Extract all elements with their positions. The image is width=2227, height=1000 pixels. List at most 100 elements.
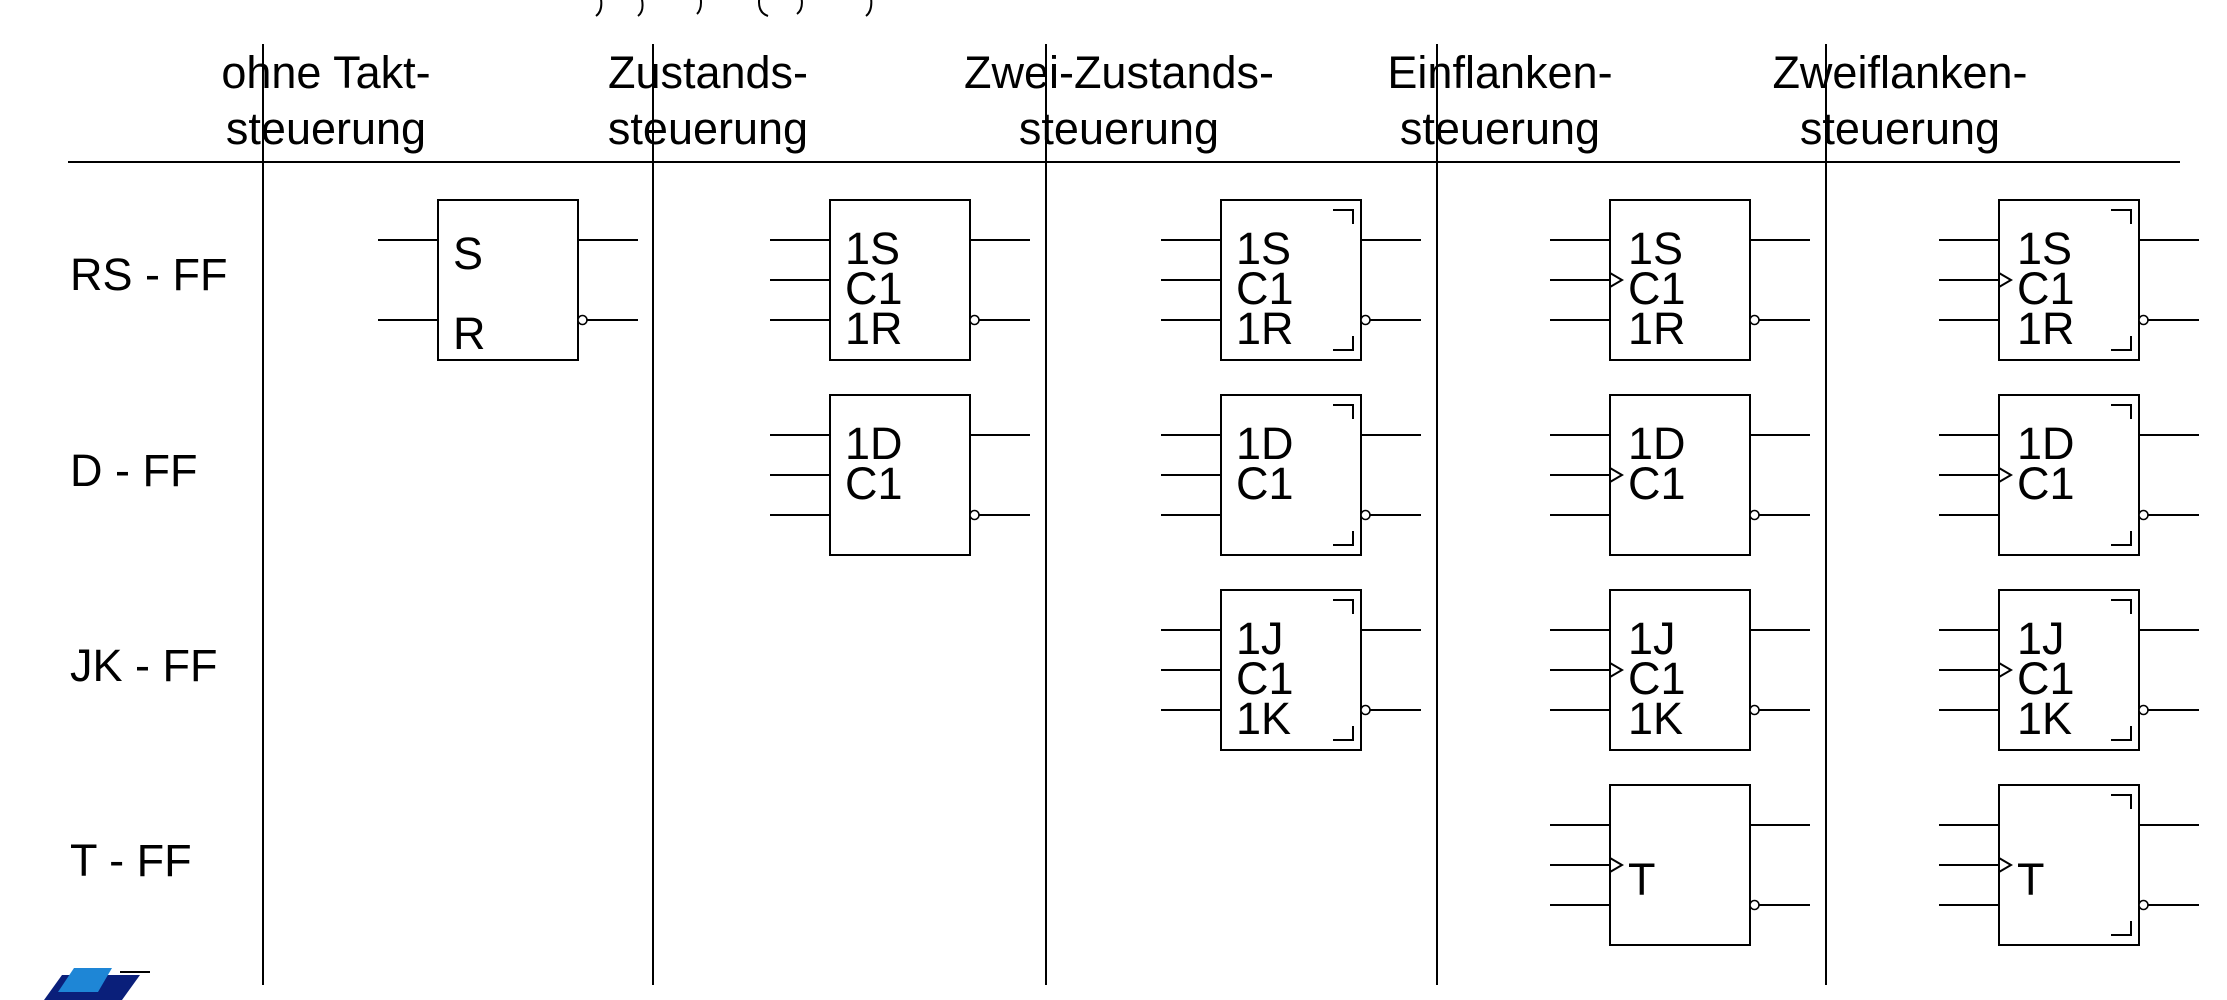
row-labels: RS - FF D - FF JK - FF T - FF (70, 249, 227, 886)
postponed-output-mark-icon (1333, 209, 1354, 224)
postponed-output-mark-icon (2111, 921, 2132, 936)
flipflop-label: 1J (2017, 613, 2065, 664)
flipflop-label: 1K (2017, 693, 2072, 744)
flipflop-label: 1S (1236, 223, 1291, 274)
column-header-zwei-line2: steuerung (1019, 103, 1219, 154)
negation-bubble-icon (1360, 704, 1371, 716)
postponed-output-mark-icon (2111, 404, 2132, 419)
flipflop-box (437, 199, 579, 361)
clock-triangle-icon (1609, 662, 1624, 678)
flipflop-box (1998, 199, 2140, 361)
column-header-ohne-line1: ohne Takt- (221, 47, 430, 98)
negation-bubble-icon (1749, 314, 1760, 326)
row-label-rs: RS - FF (70, 249, 227, 300)
row-label-d: D - FF (70, 445, 197, 496)
negation-bubble-icon (577, 314, 588, 326)
column-header-zust-line2: steuerung (608, 103, 808, 154)
flipflop-label: C1 (2017, 458, 2075, 509)
flipflop-symbol-t-einf: T (1550, 784, 1810, 946)
postponed-output-mark-icon (2111, 726, 2132, 741)
flipflop-box (1609, 589, 1751, 751)
negation-bubble-icon (2138, 899, 2149, 911)
flipflop-label: S (453, 228, 483, 279)
flipflop-label: 1D (1236, 418, 1294, 469)
flipflop-label: 1R (2017, 303, 2075, 354)
column-header-zust-line1: Zustands- (608, 47, 808, 98)
column-header-zwei-line1: Zwei-Zustands- (964, 47, 1274, 98)
flipflop-label: C1 (1628, 653, 1686, 704)
flipflop-label: C1 (845, 458, 903, 509)
flipflop-label: C1 (1628, 263, 1686, 314)
flipflop-label: 1K (1628, 693, 1683, 744)
clock-triangle-icon (1609, 272, 1624, 288)
flipflop-box (1609, 784, 1751, 946)
flipflop-label: 1D (845, 418, 903, 469)
flipflop-label: 1R (1236, 303, 1294, 354)
clock-triangle-icon (1609, 857, 1624, 873)
postponed-output-mark-icon (2111, 794, 2132, 809)
row-label-t: T - FF (70, 835, 192, 886)
postponed-output-mark-icon (2111, 531, 2132, 546)
negation-bubble-icon (2138, 509, 2149, 521)
flipflop-label: C1 (2017, 263, 2075, 314)
flipflop-label: R (453, 308, 486, 359)
flipflop-box (1609, 394, 1751, 556)
column-headers: ohne Takt-steuerungZustands-steuerungZwe… (221, 47, 2027, 154)
column-header-ohne-line2: steuerung (226, 103, 426, 154)
column-header-zweif-line1: Zweiflanken- (1772, 47, 2027, 98)
flipflop-label: 1R (845, 303, 903, 354)
postponed-output-mark-icon (1333, 404, 1354, 419)
flipflop-label: C1 (1628, 458, 1686, 509)
flipflop-label: 1J (1628, 613, 1676, 664)
clock-triangle-icon (1998, 467, 2013, 483)
flipflop-label: 1S (845, 223, 900, 274)
flipflop-label: T (2017, 854, 2045, 905)
negation-bubble-icon (1749, 704, 1760, 716)
flipflop-label: 1R (1628, 303, 1686, 354)
postponed-output-mark-icon (1333, 531, 1354, 546)
flipflop-symbol-t-zweif: T (1939, 784, 2199, 946)
column-header-einf-line1: Einflanken- (1387, 47, 1612, 98)
negation-bubble-icon (1360, 314, 1371, 326)
negation-bubble-icon (1749, 899, 1760, 911)
clock-triangle-icon (1998, 857, 2013, 873)
postponed-output-mark-icon (1333, 599, 1354, 614)
flipflop-label: 1K (1236, 693, 1291, 744)
flipflop-label: 1D (2017, 418, 2075, 469)
flipflop-label: C1 (845, 263, 903, 314)
flipflop-symbols: SR1SC11R1SC11R1SC11R1SC11R1DC11DC11DC11D… (378, 199, 2199, 946)
flipflop-symbol-rs-ohne: SR (378, 199, 638, 361)
clock-triangle-icon (1998, 662, 2013, 678)
postponed-output-mark-icon (1333, 336, 1354, 351)
negation-bubble-icon (1360, 509, 1371, 521)
flipflop-box (1998, 784, 2140, 946)
flipflop-label: 1D (1628, 418, 1686, 469)
negation-bubble-icon (969, 509, 980, 521)
flipflop-box (1998, 394, 2140, 556)
column-header-zweif-line2: steuerung (1800, 103, 2000, 154)
negation-bubble-icon (969, 314, 980, 326)
flipflop-label: 1S (1628, 223, 1683, 274)
flipflop-label: C1 (1236, 458, 1294, 509)
flipflop-box (1220, 199, 1362, 361)
postponed-output-mark-icon (2111, 599, 2132, 614)
flipflop-box (1998, 589, 2140, 751)
flipflop-box (1609, 199, 1751, 361)
flipflop-label: C1 (1236, 653, 1294, 704)
flipflop-label: C1 (1236, 263, 1294, 314)
table-grid (68, 44, 2180, 985)
negation-bubble-icon (1749, 509, 1760, 521)
iti-logo-icon (44, 968, 150, 1000)
